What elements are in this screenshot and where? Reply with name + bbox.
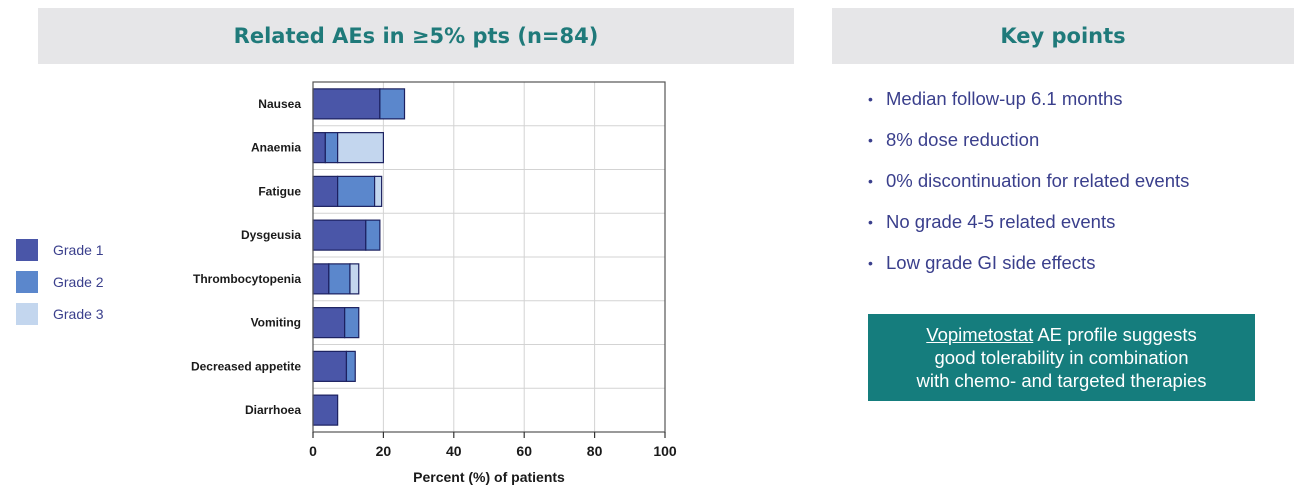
bar-segment-grade-2: [345, 350, 356, 382]
bar-segment-grade-3: [349, 263, 360, 295]
key-point-text: 0% discontinuation for related events: [886, 169, 1190, 191]
chart-legend: Grade 1 Grade 2 Grade 3: [16, 234, 104, 330]
key-point-item: • Median follow-up 6.1 months: [868, 78, 1189, 119]
bar-segment-grade-3: [337, 132, 385, 164]
x-tick-label: 0: [309, 443, 317, 459]
key-point-text: No grade 4-5 related events: [886, 210, 1116, 232]
callout-line-1: Vopimetostat AE profile suggests: [926, 323, 1196, 346]
bar-segment-grade-2: [328, 263, 351, 295]
bar-segment-grade-1: [312, 219, 367, 251]
legend-label-grade-3: Grade 3: [53, 306, 104, 322]
adverse-events-bar-chart: Nausea Anaemia Fatigue Dysgeusia Thrombocyto…: [191, 81, 677, 485]
bullet-icon: •: [868, 254, 873, 271]
bar-segment-grade-2: [344, 307, 360, 339]
legend-item-grade-1: Grade 1: [16, 234, 104, 266]
category-label: Dysgeusia: [241, 228, 301, 242]
legend-item-grade-2: Grade 2: [16, 266, 104, 298]
category-label: Diarrhoea: [245, 403, 301, 417]
legend-swatch-grade-2: [16, 271, 38, 293]
chart-panel-title-text: Related AEs in ≥5% pts (n=84): [233, 24, 599, 48]
bar-segment-grade-1: [312, 394, 339, 426]
category-label: Thrombocytopenia: [193, 272, 301, 286]
bar-segment-grade-2: [337, 175, 376, 207]
category-label: Decreased appetite: [191, 359, 301, 373]
key-point-text: Low grade GI side effects: [886, 251, 1096, 273]
category-label: Vomiting: [251, 316, 301, 330]
x-tick-label: 60: [516, 443, 532, 459]
key-points-list: • Median follow-up 6.1 months • 8% dose re…: [868, 78, 1189, 283]
bullet-icon: •: [868, 213, 873, 230]
x-axis-title: Percent (%) of patients: [413, 469, 565, 485]
bar-segment-grade-1: [312, 350, 348, 382]
bullet-icon: •: [868, 90, 873, 107]
key-point-item: • 8% dose reduction: [868, 119, 1189, 160]
bar-segment-grade-1: [312, 88, 381, 120]
bar-segment-grade-3: [374, 175, 383, 207]
category-label: Nausea: [258, 97, 301, 111]
key-points-title-text: Key points: [1000, 24, 1126, 48]
category-label: Fatigue: [258, 184, 301, 198]
legend-swatch-grade-3: [16, 303, 38, 325]
legend-item-grade-3: Grade 3: [16, 298, 104, 330]
callout-line-1-rest: AE profile suggests: [1033, 324, 1197, 345]
bar-segment-grade-1: [312, 307, 346, 339]
conclusion-callout: Vopimetostat AE profile suggests good to…: [868, 314, 1255, 401]
key-points-title: Key points: [832, 8, 1294, 64]
bar-segment-grade-2: [324, 132, 339, 164]
legend-label-grade-2: Grade 2: [53, 274, 104, 290]
callout-line-3: with chemo- and targeted therapies: [916, 370, 1207, 391]
category-label: Anaemia: [251, 141, 301, 155]
x-tick-label: 80: [587, 443, 603, 459]
bullet-icon: •: [868, 131, 873, 148]
key-point-item: • Low grade GI side effects: [868, 242, 1189, 283]
bar-segment-grade-1: [312, 132, 326, 164]
x-tick-label: 40: [446, 443, 462, 459]
key-point-item: • No grade 4-5 related events: [868, 201, 1189, 242]
bar-segment-grade-1: [312, 263, 330, 295]
key-point-text: 8% dose reduction: [886, 128, 1040, 150]
bullet-icon: •: [868, 172, 873, 189]
callout-line-2: good tolerability in combination: [934, 347, 1189, 368]
legend-label-grade-1: Grade 1: [53, 242, 104, 258]
bar-segment-grade-2: [365, 219, 381, 251]
key-point-item: • 0% discontinuation for related events: [868, 160, 1189, 201]
bar-segment-grade-1: [312, 175, 339, 207]
drug-name: Vopimetostat: [926, 324, 1034, 345]
bar-segment-grade-2: [379, 88, 406, 120]
legend-swatch-grade-1: [16, 239, 38, 261]
chart-panel-title: Related AEs in ≥5% pts (n=84): [38, 8, 794, 64]
key-point-text: Median follow-up 6.1 months: [886, 87, 1123, 109]
x-tick-label: 20: [376, 443, 392, 459]
plot-border: [312, 81, 666, 433]
x-tick-label: 100: [653, 443, 677, 459]
